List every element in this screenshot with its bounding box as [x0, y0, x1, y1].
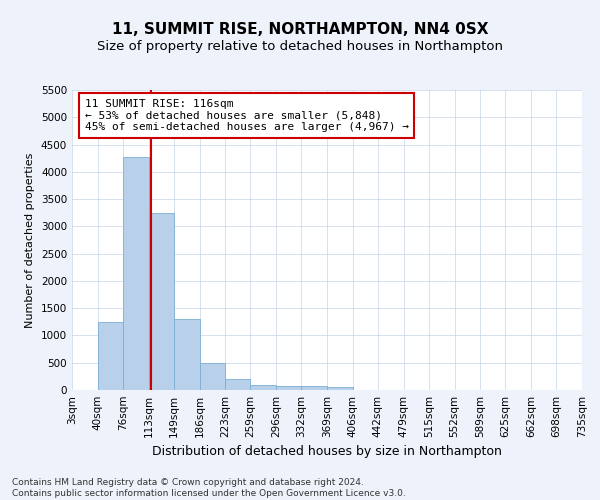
Bar	[276, 386, 301, 390]
Text: Size of property relative to detached houses in Northampton: Size of property relative to detached ho…	[97, 40, 503, 53]
Bar	[98, 322, 123, 390]
Bar	[327, 388, 353, 390]
Bar	[149, 212, 174, 390]
Text: Contains HM Land Registry data © Crown copyright and database right 2024.
Contai: Contains HM Land Registry data © Crown c…	[12, 478, 406, 498]
Text: 11, SUMMIT RISE, NORTHAMPTON, NN4 0SX: 11, SUMMIT RISE, NORTHAMPTON, NN4 0SX	[112, 22, 488, 38]
Y-axis label: Number of detached properties: Number of detached properties	[25, 152, 35, 328]
Bar	[123, 157, 149, 390]
X-axis label: Distribution of detached houses by size in Northampton: Distribution of detached houses by size …	[152, 446, 502, 458]
Text: 11 SUMMIT RISE: 116sqm
← 53% of detached houses are smaller (5,848)
45% of semi-: 11 SUMMIT RISE: 116sqm ← 53% of detached…	[85, 99, 409, 132]
Bar	[301, 386, 327, 390]
Bar	[225, 379, 250, 390]
Bar	[174, 319, 199, 390]
Bar	[250, 384, 276, 390]
Bar	[199, 362, 225, 390]
